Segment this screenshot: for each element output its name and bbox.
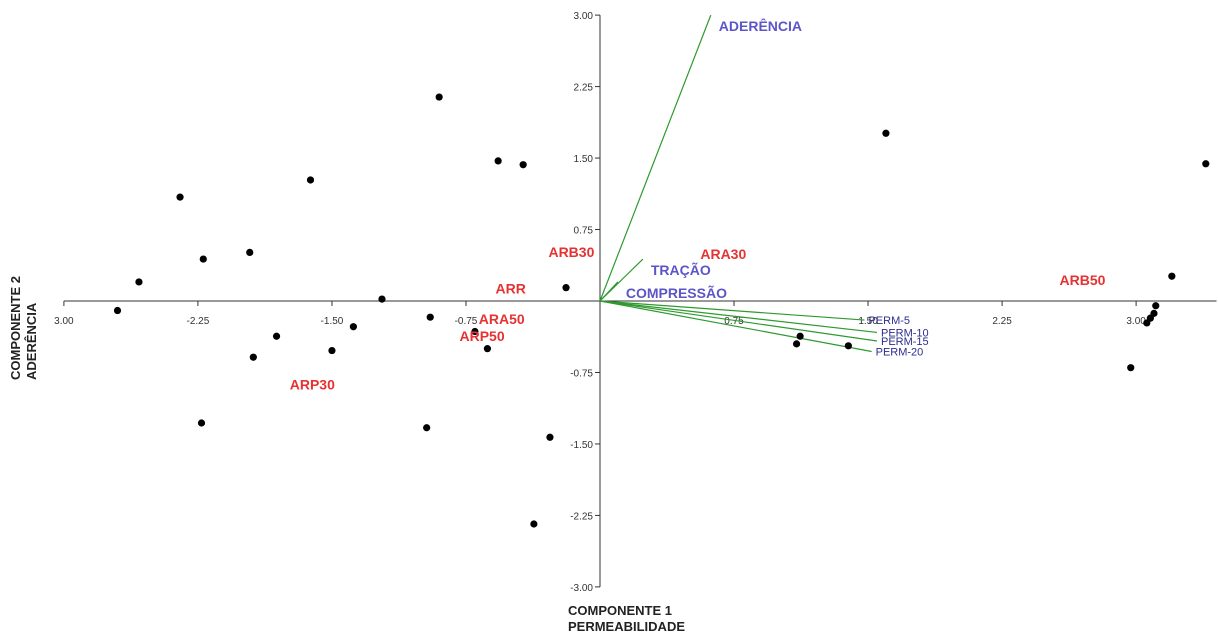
score-point	[246, 248, 254, 256]
x-axis-sublabel: PERMEABILIDADE	[568, 619, 686, 634]
score-point	[882, 129, 890, 137]
score-point	[306, 176, 315, 184]
score-point	[792, 340, 801, 348]
vector-label: TRAÇÃO	[651, 261, 711, 278]
score-point	[1202, 160, 1210, 168]
score-point	[113, 306, 122, 315]
vector-line	[599, 300, 878, 334]
y-tick-label: -1.50	[570, 440, 593, 451]
score-point	[519, 161, 527, 169]
score-point	[483, 345, 492, 353]
y-axis-sublabel: ADERÊNCIA	[24, 302, 39, 380]
loading-vectors: ADERÊNCIATRAÇÃOCOMPRESSÃOPERM-5PERM-10PE…	[599, 14, 929, 359]
score-point	[197, 419, 206, 427]
x-tick-label: 1.50	[858, 316, 878, 327]
biplot: 3.00 -2.25 -1.50 -0.75 0.75 1.50 2.25 3.00 3.00 2…	[54, 11, 1217, 594]
y-tick-label: 2.25	[574, 83, 594, 94]
x-tick-label: -1.50	[321, 316, 344, 327]
score-point	[272, 332, 281, 340]
y-axis-label: COMPONENTE 2	[8, 275, 23, 380]
score-point	[796, 332, 804, 340]
group-label: ARP30	[290, 377, 335, 393]
score-point	[530, 520, 538, 528]
vector-label: PERM-10	[881, 327, 929, 339]
score-point	[423, 424, 431, 432]
group-label: ARR	[495, 280, 525, 296]
y-tick-label: -3.00	[570, 583, 593, 594]
group-label: ARA50	[479, 311, 525, 327]
y-tick-label: 0.75	[574, 226, 594, 237]
score-point	[1152, 302, 1160, 310]
vector-line	[599, 14, 712, 302]
score-points	[113, 93, 1210, 528]
score-point	[1168, 272, 1176, 280]
group-label: ARB50	[1060, 272, 1106, 288]
group-label: ARP50	[459, 328, 504, 344]
x-tick-label: 3.00	[1126, 316, 1146, 327]
score-point	[249, 353, 257, 361]
x-axis-title: COMPONENTE 1 PERMEABILIDADE	[568, 603, 685, 635]
x-tick-label: -2.25	[187, 316, 210, 327]
score-point	[176, 193, 184, 201]
score-point	[471, 327, 479, 336]
score-point	[1127, 364, 1135, 372]
y-tick-label: -2.25	[570, 511, 593, 522]
score-point	[546, 433, 554, 441]
score-point	[494, 157, 502, 165]
vector-line	[599, 300, 878, 342]
score-point	[435, 93, 443, 101]
y-axis-title: COMPONENTE 2 ADERÊNCIA	[8, 276, 40, 380]
x-tick-label: 0.75	[724, 316, 744, 327]
x-tick-label: 2.25	[992, 316, 1012, 327]
vector-line	[599, 300, 872, 353]
y-tick-label: -0.75	[570, 368, 593, 379]
vector-label: PERM-5	[868, 315, 910, 327]
group-label: ARB30	[548, 244, 594, 260]
vector-label: PERM-15	[881, 336, 929, 348]
vector-label: PERM-20	[876, 347, 924, 359]
score-point	[562, 284, 570, 292]
y-tick-label: 1.50	[574, 154, 594, 165]
x-tick-label: 3.00	[54, 316, 74, 327]
vector-label: COMPRESSÃO	[626, 284, 727, 301]
x-axis-label: COMPONENTE 1	[568, 603, 673, 618]
group-label: ARA30	[700, 246, 746, 262]
score-point	[378, 295, 386, 303]
score-point	[426, 313, 434, 321]
score-point	[844, 342, 852, 350]
tick-group: 3.00 -2.25 -1.50 -0.75 0.75 1.50 2.25 3.00 3.00 2…	[54, 11, 1146, 594]
score-point	[349, 323, 357, 331]
y-tick-label: 3.00	[574, 11, 594, 22]
x-tick-label: -0.75	[455, 316, 478, 327]
vector-line	[599, 300, 865, 321]
vector-label: ADERÊNCIA	[719, 17, 802, 34]
score-point	[135, 278, 143, 286]
vector-line	[599, 281, 619, 302]
score-point	[199, 255, 207, 263]
axes	[63, 15, 1217, 587]
score-point	[1143, 319, 1151, 327]
score-point	[328, 346, 336, 355]
